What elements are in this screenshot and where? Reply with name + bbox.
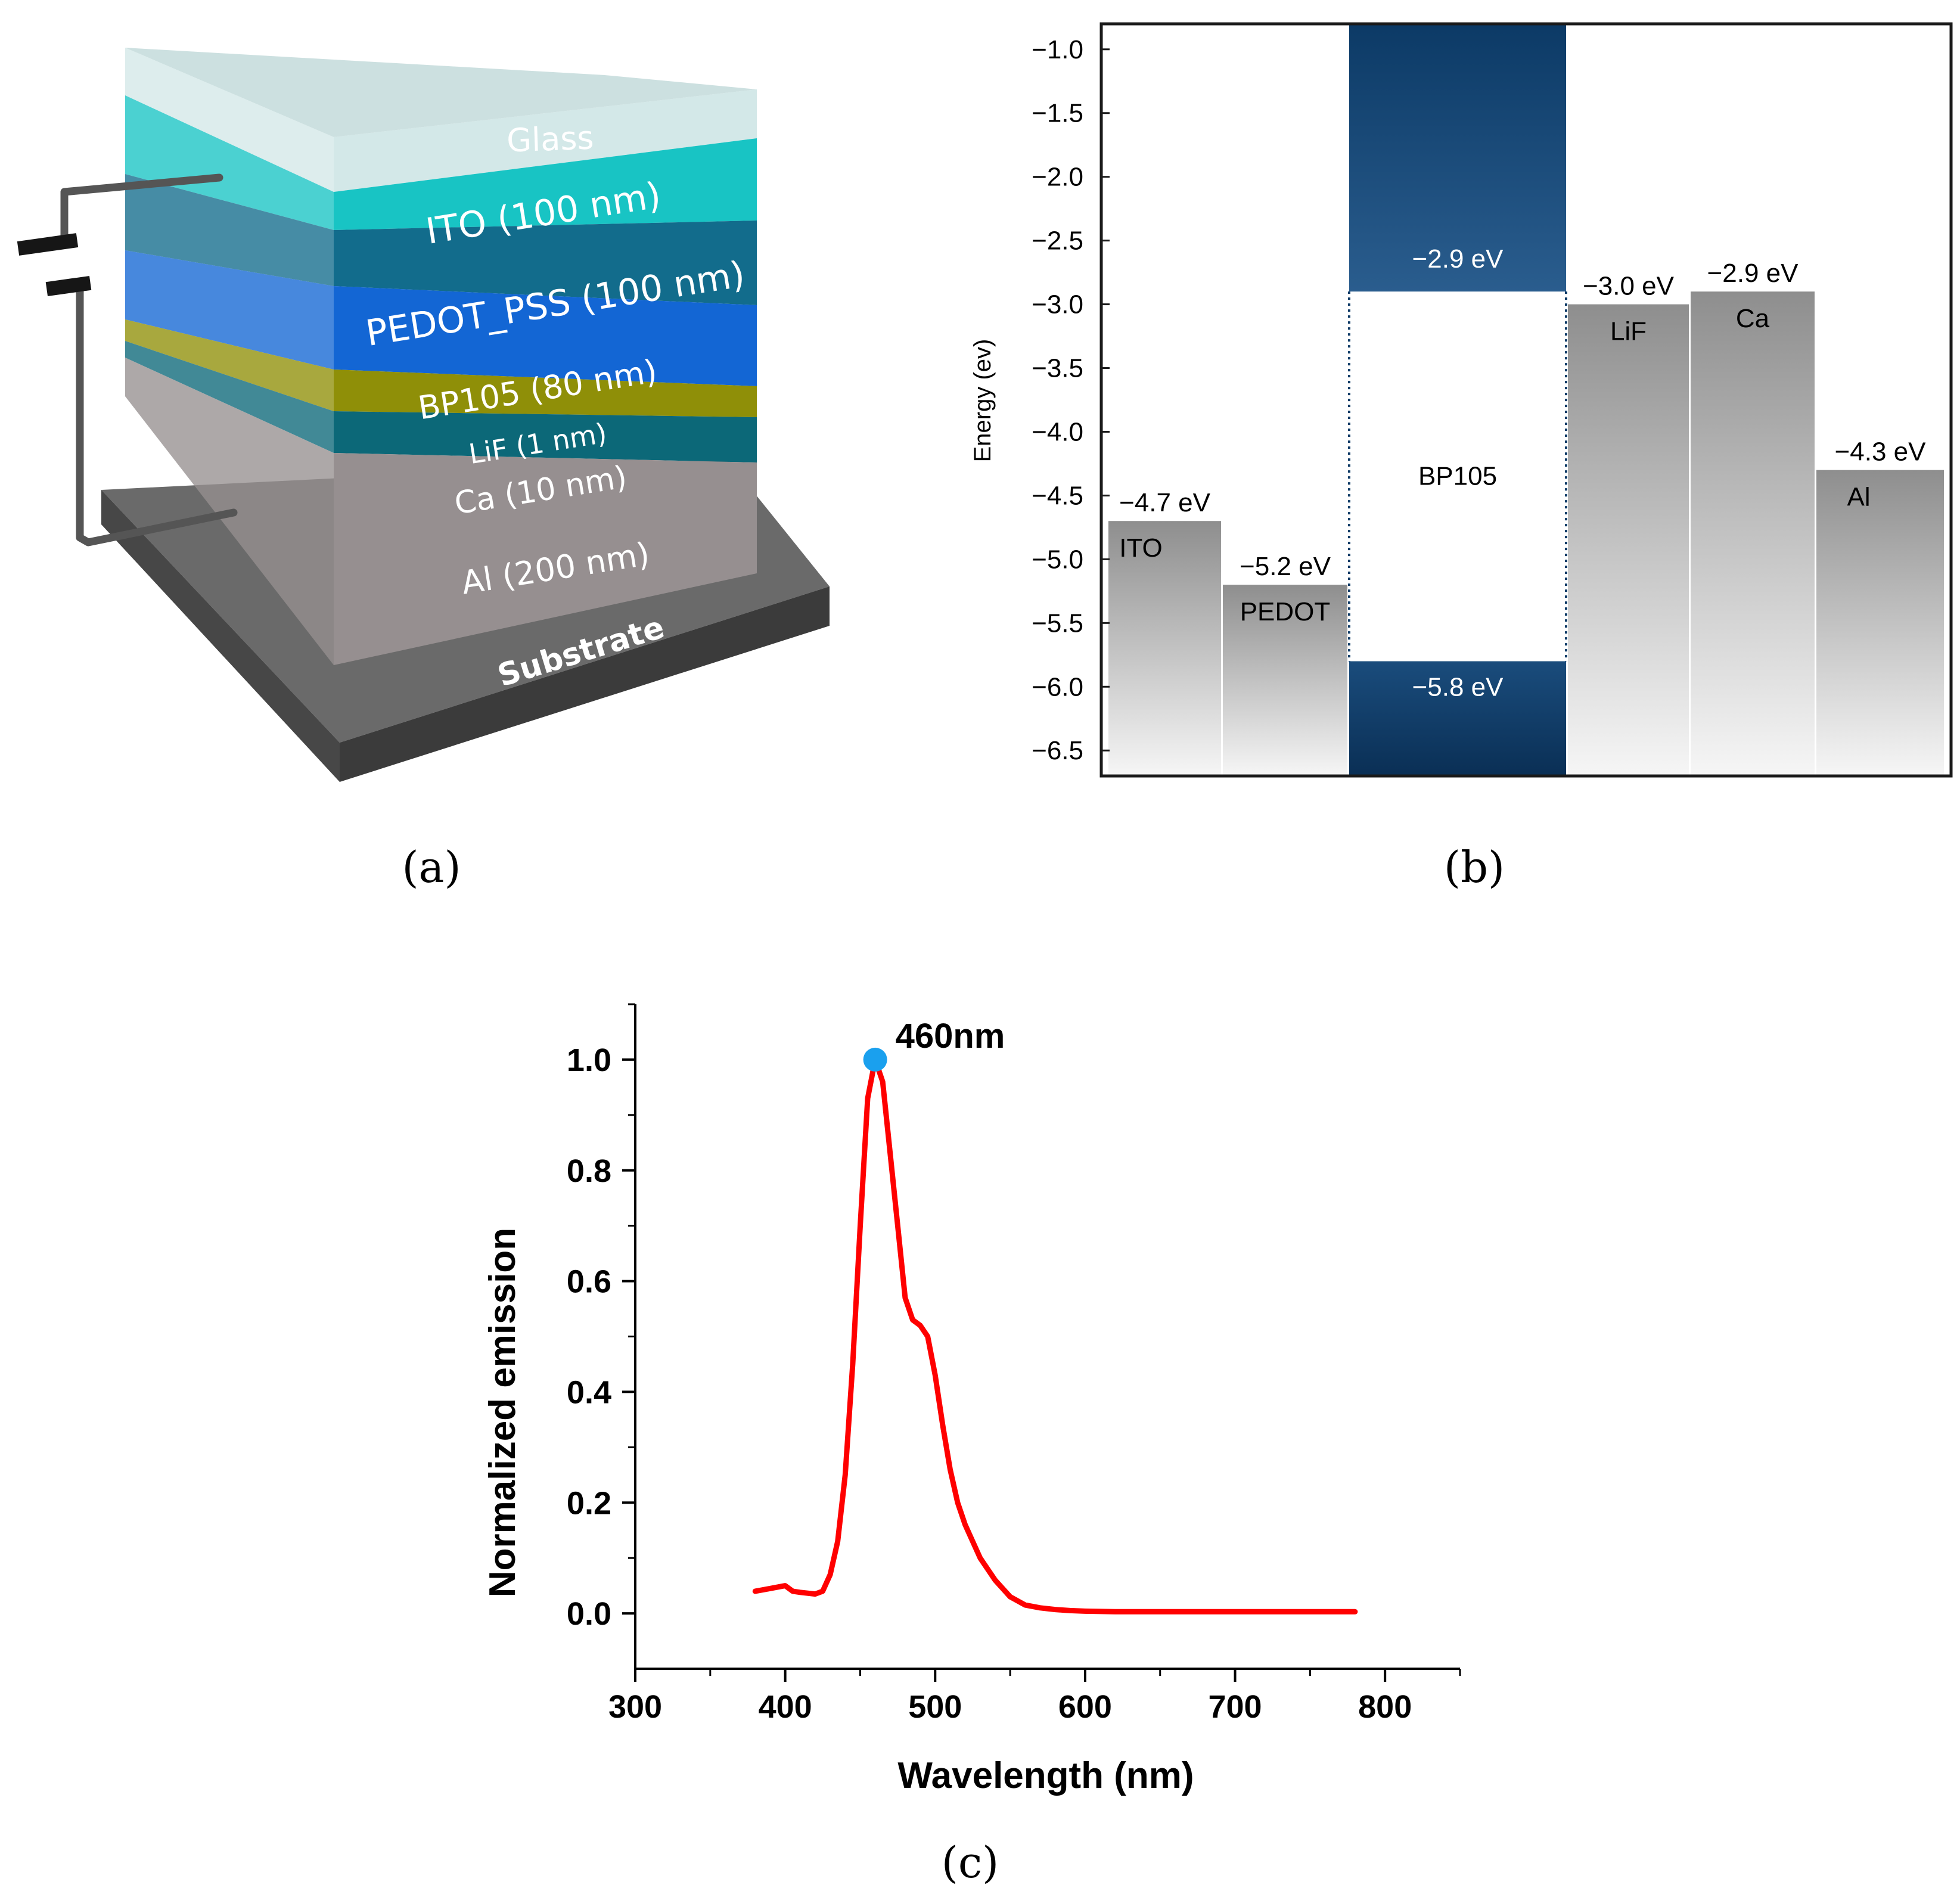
glass-layer-side [125, 48, 334, 192]
x-axis-label-c: Wavelength (nm) [897, 1755, 1194, 1796]
homo-value-label: −5.8 eV [1412, 672, 1504, 701]
emitter-name-label: BP105 [1418, 461, 1497, 490]
y-tick-label-b: −4.5 [1032, 481, 1083, 510]
device-stack-illustration: Glass ITO (100 nm) PEDOT_PSS (100 nm) BP… [17, 48, 830, 782]
peak-marker [863, 1047, 887, 1072]
panel-label-c: (c) [942, 1837, 999, 1887]
energy-bar-al [1816, 470, 1944, 776]
energy-bar-name: Al [1847, 483, 1870, 512]
energy-value-label: −2.9 eV [1707, 259, 1799, 288]
y-tick-label-c: 0.8 [567, 1153, 611, 1189]
bp105-layer-side [125, 250, 334, 370]
y-tick-label-c: 0.6 [567, 1264, 611, 1300]
y-tick-label-b: −5.0 [1032, 545, 1083, 574]
cathode-wire [76, 287, 238, 547]
panel-label-a: (a) [402, 842, 461, 892]
energy-level-chart: −4.7 eV ITO −5.2 eV PEDOT −3.0 eV LiF −2.9 eV C… [970, 22, 1953, 778]
emission-curve [752, 1057, 1358, 1615]
ito-layer-front [334, 138, 757, 230]
energy-value-label: −3.0 eV [1583, 272, 1675, 301]
y-tick-label-b: −4.0 [1032, 417, 1083, 446]
x-tick-label-c: 700 [1208, 1689, 1262, 1725]
contact-plate-bottom [45, 275, 92, 297]
x-tick-label-c: 800 [1358, 1689, 1412, 1725]
energy-bar-name: PEDOT [1240, 597, 1331, 626]
y-tick-label-b: −2.5 [1032, 226, 1083, 256]
substrate-side [101, 490, 340, 782]
glass-top-face [125, 48, 757, 137]
peak-label: 460nm [896, 1017, 1005, 1055]
energy-value-label: −4.7 eV [1119, 488, 1211, 517]
y-tick-label-b: −3.0 [1032, 290, 1083, 319]
y-tick-label-c: 0.0 [567, 1596, 611, 1632]
contact-plate-top [17, 233, 79, 256]
energy-bar-ito [1108, 521, 1221, 776]
wire-contacts [60, 173, 238, 547]
x-tick-label-c: 400 [759, 1689, 812, 1725]
energy-axis-label: Energy (ev) [970, 339, 996, 462]
energy-bar-name: Ca [1736, 304, 1770, 333]
energy-bar-name: LiF [1610, 317, 1647, 346]
y-tick-label-b: −2.0 [1032, 163, 1083, 192]
energy-value-label: −5.2 eV [1240, 552, 1331, 581]
x-tick-label-c: 600 [1058, 1689, 1112, 1725]
energy-bar-name: ITO [1119, 533, 1163, 563]
y-tick-label-b: −1.0 [1032, 35, 1083, 64]
lif-layer-front [334, 370, 757, 417]
glass-label: Glass [506, 119, 594, 159]
lumo-value-label: −2.9 eV [1412, 244, 1504, 274]
emission-spectrum-chart: 300 400 500 600 700 800 0.0 0.2 0.4 0.6 0.8 1.0 460… [482, 1003, 1461, 1796]
al-layer-front [334, 453, 757, 665]
ca-layer-front [334, 411, 757, 462]
homo-band-bp105 [1349, 661, 1566, 776]
energy-bar-pedot [1223, 585, 1347, 776]
y-axis-label-c: Normalized emission [482, 1228, 523, 1597]
y-tick-label-c: 0.4 [567, 1374, 611, 1410]
y-tick-label-b: −3.5 [1032, 354, 1083, 383]
energy-value-label: −4.3 eV [1835, 437, 1927, 467]
ito-layer-side [125, 95, 334, 230]
y-tick-label-c: 0.2 [567, 1485, 611, 1521]
ca-layer-side [125, 341, 334, 453]
y-tick-label-c: 1.0 [567, 1042, 611, 1078]
lif-layer-side [125, 319, 334, 411]
pedot-layer-front [334, 221, 757, 305]
y-tick-label-b: −6.0 [1032, 672, 1083, 701]
energy-bar-ca [1691, 291, 1815, 777]
y-tick-label-b: −6.5 [1032, 736, 1083, 765]
x-tick-label-c: 500 [908, 1689, 962, 1725]
x-tick-label-c: 300 [608, 1689, 662, 1725]
lumo-band-bp105 [1349, 24, 1566, 292]
panel-label-b: (b) [1444, 842, 1505, 892]
y-tick-label-b: −1.5 [1032, 99, 1083, 128]
anode-wire [60, 173, 223, 241]
plot-border-b [1099, 22, 1953, 778]
bp105-layer-front [334, 286, 757, 386]
pedot-layer-side [125, 174, 334, 286]
substrate-front [340, 586, 830, 782]
glass-layer-front [334, 89, 757, 192]
energy-bar-lif [1568, 304, 1689, 776]
y-tick-label-b: −5.5 [1032, 609, 1083, 638]
